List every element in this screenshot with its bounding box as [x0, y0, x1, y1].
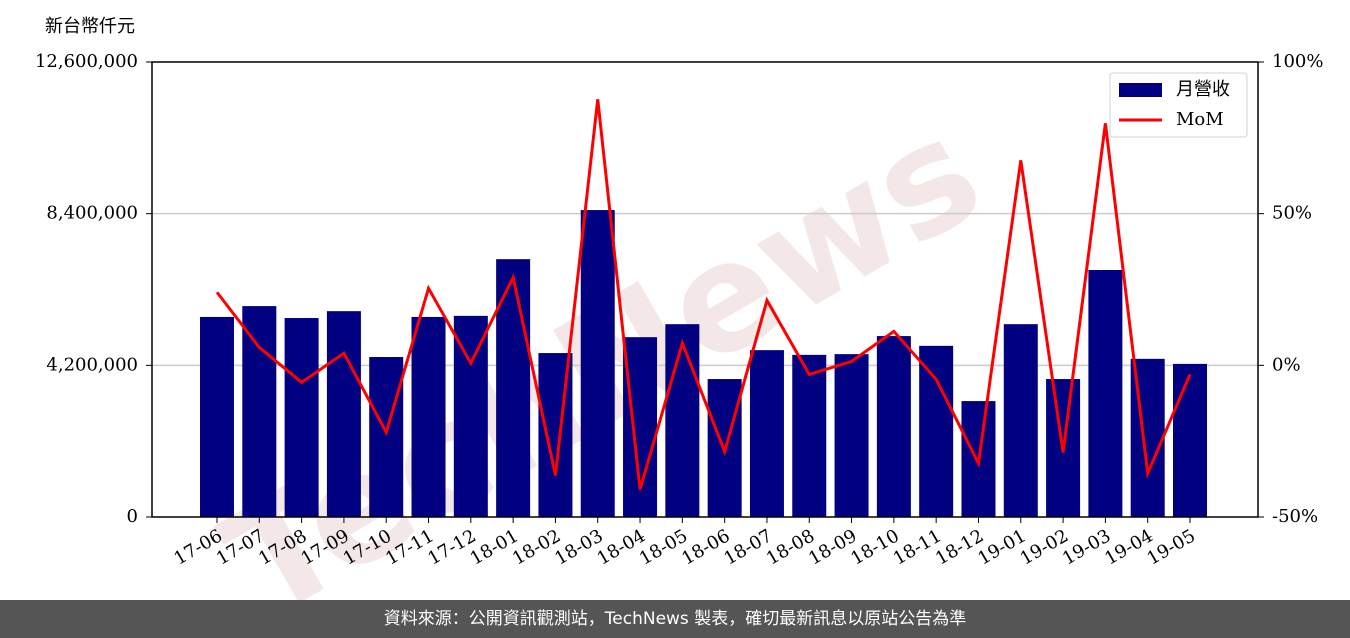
bar — [876, 336, 911, 517]
bar — [369, 357, 404, 517]
bar — [1173, 363, 1207, 517]
bar — [284, 318, 319, 517]
y2-tick-label: -50% — [1272, 506, 1318, 527]
legend-label: MoM — [1176, 109, 1224, 130]
bar — [834, 354, 869, 517]
bar — [496, 259, 531, 517]
footer: 資料來源：公開資訊觀測站，TechNews 製表，確切最新訊息以原站公告為準 — [0, 600, 1350, 638]
y2-tick-label: 0% — [1272, 354, 1301, 375]
bar — [242, 306, 277, 517]
bar — [665, 324, 700, 517]
bar — [919, 345, 954, 517]
y-tick-label: 12,600,000 — [35, 51, 138, 72]
bar — [326, 311, 361, 517]
chart: TechNews 新台幣仟元 04,200,0008,400,00012,600… — [35, 16, 1324, 600]
bar — [749, 350, 784, 517]
bar — [623, 337, 658, 517]
x-tick-label: 19-05 — [1144, 525, 1199, 569]
bar — [200, 316, 234, 517]
legend-swatch — [1119, 83, 1162, 97]
bar — [453, 315, 488, 517]
bar — [580, 210, 615, 518]
y-tick-label: 4,200,000 — [46, 354, 138, 375]
y-axis-label: 新台幣仟元 — [45, 16, 135, 37]
bar — [792, 354, 827, 517]
bar — [1003, 324, 1038, 517]
line — [215, 99, 1192, 490]
y-tick-label: 8,400,000 — [46, 203, 138, 224]
bar — [411, 316, 446, 517]
plot-frame — [151, 61, 1259, 518]
bar — [1088, 270, 1123, 517]
y2-tick-label: 50% — [1272, 203, 1312, 224]
y-tick-label: 0 — [127, 506, 138, 527]
legend-label: 月營收 — [1176, 79, 1230, 100]
y2-tick-label: 100% — [1272, 51, 1323, 72]
